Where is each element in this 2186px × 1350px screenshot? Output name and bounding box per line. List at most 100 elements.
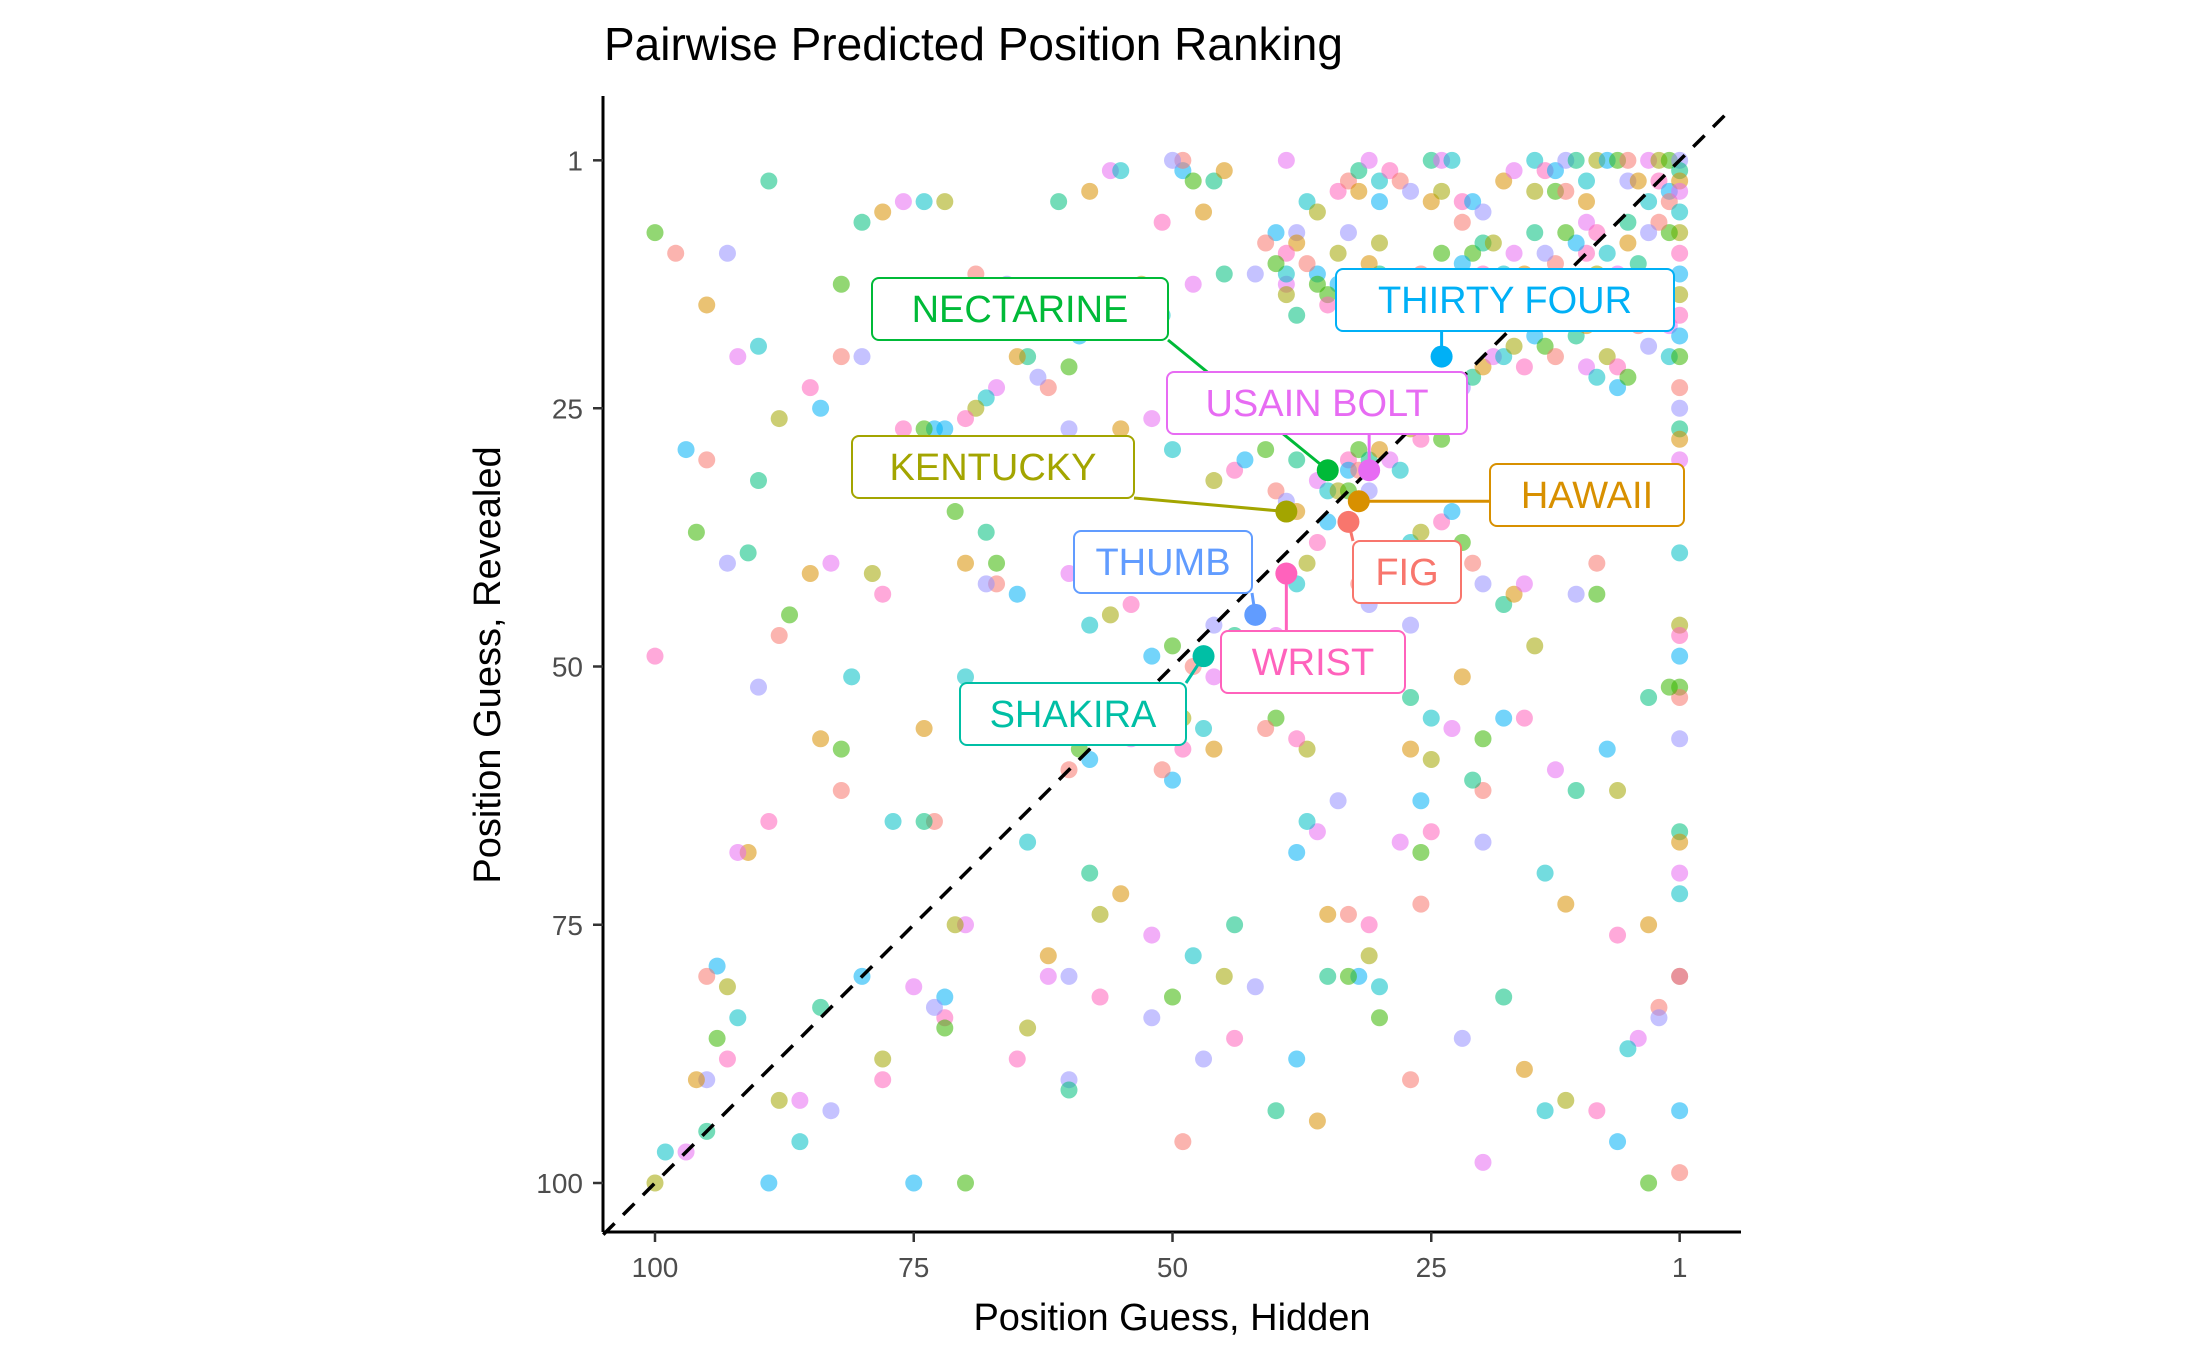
data-point <box>1443 719 1461 737</box>
data-point <box>791 1091 809 1109</box>
data-point <box>1402 740 1420 758</box>
callout-label-fig: FIG <box>1375 552 1438 594</box>
data-point <box>1567 585 1585 603</box>
data-point <box>1122 596 1140 614</box>
callout-box-thirty-four <box>1335 268 1675 332</box>
data-point <box>1288 843 1306 861</box>
data-point <box>1081 616 1099 634</box>
data-point <box>1267 709 1285 727</box>
data-point <box>1464 193 1482 211</box>
data-point <box>977 523 995 541</box>
callout-label-thirty-four: THIRTY FOUR <box>1378 280 1632 322</box>
data-point <box>1515 575 1533 593</box>
data-point <box>1640 224 1658 242</box>
data-point <box>801 379 819 397</box>
data-point <box>1308 1112 1326 1130</box>
highlight-point-hawaii <box>1347 490 1370 513</box>
data-point <box>1495 988 1513 1006</box>
data-point <box>1578 193 1595 211</box>
data-point <box>1671 203 1689 221</box>
data-point <box>1567 234 1585 252</box>
data-point <box>1495 348 1513 366</box>
data-point <box>1339 967 1357 985</box>
data-point <box>1339 172 1357 190</box>
data-point <box>1671 1164 1689 1182</box>
data-point <box>1329 182 1347 200</box>
data-point <box>1277 265 1295 283</box>
data-point <box>1588 1102 1606 1120</box>
data-point <box>1515 358 1533 376</box>
data-point <box>1671 1102 1689 1120</box>
data-point <box>1433 513 1451 531</box>
data-point <box>1019 1019 1037 1037</box>
data-point <box>1474 833 1492 851</box>
data-point <box>1288 730 1306 748</box>
data-point <box>718 244 736 262</box>
data-point <box>874 203 892 221</box>
data-point <box>1671 627 1689 645</box>
data-point <box>687 1071 705 1089</box>
data-point <box>1039 947 1057 965</box>
data-point <box>1422 823 1440 841</box>
data-point <box>1557 182 1575 200</box>
callout-box-fig <box>1352 540 1462 604</box>
data-point <box>915 420 933 438</box>
data-point <box>1671 430 1689 448</box>
data-point <box>1267 224 1285 242</box>
data-point <box>791 1133 809 1151</box>
data-point <box>1195 719 1213 737</box>
data-point <box>1205 668 1223 686</box>
data-point <box>1474 1153 1492 1171</box>
data-point <box>1526 637 1544 655</box>
data-point <box>1567 781 1585 799</box>
data-point <box>1267 482 1285 500</box>
data-point <box>853 348 871 366</box>
data-point <box>1619 368 1637 386</box>
callouts: NECTARINE THIRTY FOUR USAIN BOLT KENTUCKY HA… <box>851 268 1685 746</box>
data-point <box>1505 244 1523 262</box>
data-point <box>874 1071 892 1089</box>
data-point <box>1329 792 1347 810</box>
highlight-point-thirty-four <box>1430 345 1453 368</box>
data-point <box>946 916 964 934</box>
data-point <box>1495 596 1513 614</box>
data-point <box>957 554 974 572</box>
data-point <box>936 193 954 211</box>
highlight-point-nectarine <box>1316 459 1339 482</box>
data-point <box>729 1009 747 1027</box>
x-axis: 100 75 50 25 1 <box>603 1230 1741 1283</box>
highlighted-points <box>1192 345 1453 668</box>
data-point <box>1495 709 1513 727</box>
data-point <box>1298 255 1316 273</box>
data-point <box>1205 472 1223 490</box>
data-point <box>646 647 664 665</box>
data-point <box>1039 967 1057 985</box>
x-tick-label: 100 <box>632 1252 679 1283</box>
data-point <box>801 565 819 583</box>
data-point <box>1536 864 1554 882</box>
data-point <box>1495 172 1513 190</box>
data-point <box>1060 967 1078 985</box>
data-point <box>822 1102 840 1120</box>
data-point <box>1453 1029 1471 1047</box>
data-point <box>1412 843 1430 861</box>
data-point <box>812 399 830 417</box>
data-point <box>1588 554 1606 572</box>
y-axis-title: Position Guess, Revealed <box>467 446 509 883</box>
data-point <box>750 678 767 696</box>
data-point <box>646 224 664 242</box>
data-point <box>718 1050 736 1068</box>
data-point <box>1619 234 1637 252</box>
data-point <box>1505 337 1523 355</box>
data-point <box>1412 523 1430 541</box>
data-point <box>1215 967 1233 985</box>
data-point <box>698 451 716 469</box>
data-point <box>1246 265 1264 283</box>
data-point <box>1184 947 1202 965</box>
data-point <box>1671 379 1689 397</box>
data-point <box>1453 255 1471 273</box>
data-point <box>1153 761 1171 779</box>
x-tick-label: 25 <box>1416 1252 1447 1283</box>
data-point <box>708 957 726 975</box>
callout-box-usain-bolt <box>1166 371 1468 435</box>
